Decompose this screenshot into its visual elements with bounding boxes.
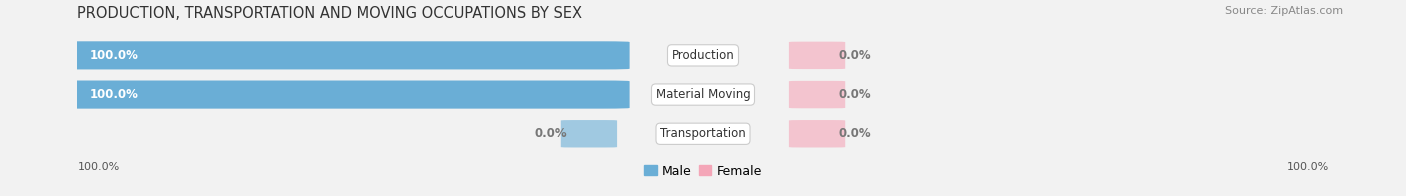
Text: 100.0%: 100.0%: [90, 49, 139, 62]
Text: Material Moving: Material Moving: [655, 88, 751, 101]
Text: 100.0%: 100.0%: [1286, 162, 1329, 172]
Legend: Male, Female: Male, Female: [640, 160, 766, 182]
FancyBboxPatch shape: [561, 120, 617, 147]
Text: 100.0%: 100.0%: [90, 88, 139, 101]
Text: 0.0%: 0.0%: [839, 88, 872, 101]
Text: PRODUCTION, TRANSPORTATION AND MOVING OCCUPATIONS BY SEX: PRODUCTION, TRANSPORTATION AND MOVING OC…: [77, 6, 582, 21]
Text: 100.0%: 100.0%: [77, 162, 120, 172]
FancyBboxPatch shape: [789, 42, 845, 69]
FancyBboxPatch shape: [52, 81, 630, 109]
FancyBboxPatch shape: [52, 41, 630, 69]
FancyBboxPatch shape: [789, 120, 845, 147]
Text: 0.0%: 0.0%: [839, 127, 872, 140]
Text: Transportation: Transportation: [661, 127, 745, 140]
FancyBboxPatch shape: [789, 81, 845, 108]
Text: Source: ZipAtlas.com: Source: ZipAtlas.com: [1225, 6, 1343, 16]
Text: 0.0%: 0.0%: [534, 127, 567, 140]
Text: 0.0%: 0.0%: [839, 49, 872, 62]
Text: Production: Production: [672, 49, 734, 62]
